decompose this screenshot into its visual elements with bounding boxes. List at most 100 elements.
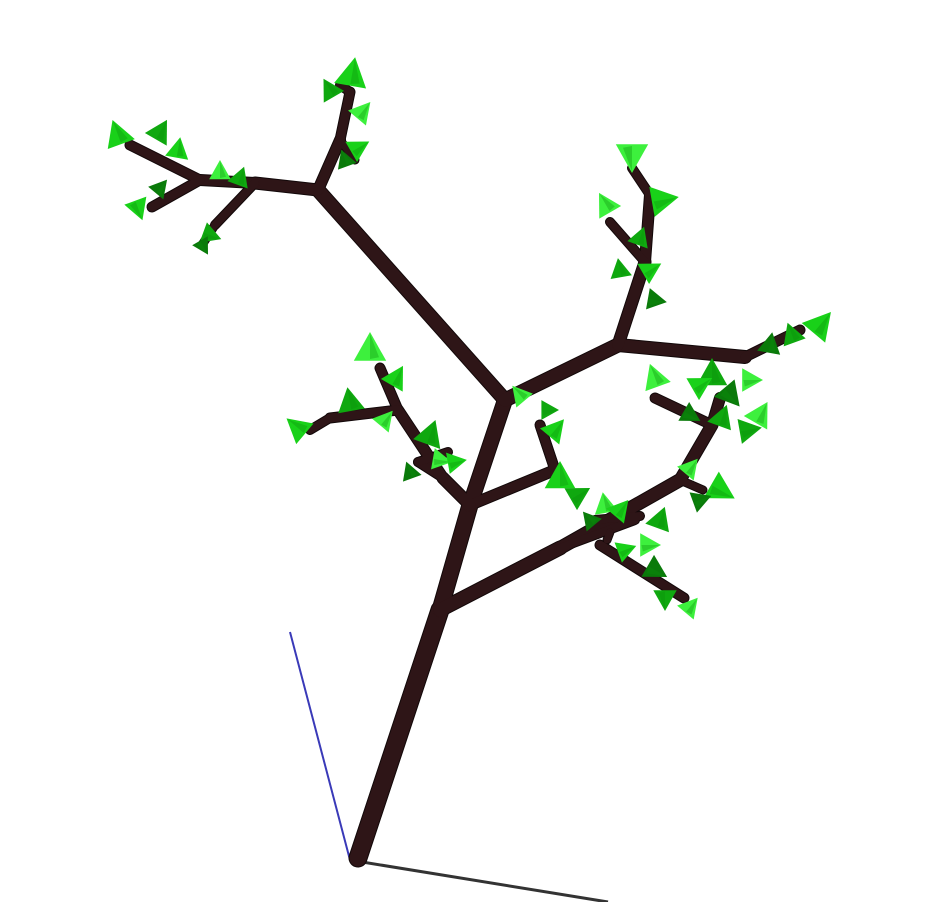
leaf — [606, 500, 629, 524]
leaf-shade — [113, 121, 128, 143]
leaf — [544, 461, 576, 489]
branch-segment — [595, 540, 689, 603]
leaf-shade — [814, 313, 830, 336]
leaf — [737, 419, 762, 444]
leaf-shade — [156, 180, 167, 195]
branch-segment — [463, 393, 512, 512]
branch-segment — [249, 177, 324, 196]
branch-segment — [313, 135, 345, 195]
branch-segment — [433, 541, 567, 617]
leaf — [640, 533, 661, 557]
leaf-shade — [694, 496, 711, 508]
leaf — [646, 288, 667, 310]
branch-segment — [465, 465, 560, 510]
leaf — [402, 461, 422, 482]
leaf-shade — [756, 403, 767, 424]
leaf — [199, 222, 222, 243]
leaf — [165, 137, 189, 160]
leaf-shade — [287, 419, 308, 433]
leaf-shade — [657, 508, 665, 528]
leaf — [742, 368, 763, 392]
branch-segment — [147, 175, 205, 212]
axes-gizmo — [289, 631, 609, 902]
leaf — [615, 144, 649, 173]
leaf — [582, 511, 602, 532]
leaf — [348, 102, 371, 126]
leaf-shade — [644, 264, 661, 279]
leaf — [677, 458, 698, 481]
leaf — [677, 597, 698, 620]
fractal-tree — [107, 57, 831, 868]
leaf — [713, 379, 740, 407]
leaf — [334, 57, 367, 89]
leaf — [678, 402, 701, 421]
leaf-shade — [650, 365, 665, 386]
x-axis-line — [349, 858, 609, 902]
leaf — [645, 363, 671, 392]
branch-segment — [311, 183, 512, 407]
leaf-shade — [649, 298, 666, 306]
branch-segment — [628, 164, 654, 199]
branch-segment — [375, 363, 403, 415]
branch-segment — [336, 81, 354, 96]
branch-segment — [606, 218, 649, 266]
leaf-shade — [615, 501, 628, 519]
leaf-shade — [623, 146, 632, 172]
leaf — [707, 404, 731, 431]
leaf — [413, 419, 441, 449]
z-axis-line — [289, 631, 351, 861]
leaf — [743, 402, 768, 430]
leaf — [645, 506, 669, 533]
branch-segment — [650, 393, 717, 430]
leaf — [345, 141, 370, 163]
leaf — [353, 332, 387, 361]
branch-segment — [535, 420, 560, 475]
leaf-shade — [599, 194, 615, 212]
branch-segment — [414, 448, 452, 466]
leaf — [703, 471, 735, 499]
leaf-shade — [350, 59, 360, 84]
leaf-shade — [352, 142, 369, 157]
leaf-shade — [324, 79, 339, 96]
leaf-shade — [220, 161, 226, 178]
leaf-shade — [449, 460, 466, 469]
leaf — [372, 410, 393, 433]
leaf-shade — [237, 167, 244, 185]
leaf — [614, 542, 637, 563]
leaf-shade — [653, 197, 678, 210]
leaf — [337, 149, 357, 170]
branch-segment — [349, 601, 449, 867]
branch-segment — [125, 140, 205, 185]
leaf-shade — [357, 103, 370, 121]
leaf — [144, 119, 167, 146]
leaf-shade — [196, 241, 208, 254]
branch-segment — [612, 256, 651, 351]
leaf — [323, 78, 345, 103]
leaf — [539, 419, 564, 445]
leaf — [209, 160, 231, 180]
leaf-shade — [646, 566, 666, 577]
leaf — [599, 192, 622, 219]
leaf-shade — [550, 420, 564, 439]
leaf-shade — [381, 411, 392, 428]
leaf — [446, 452, 467, 474]
leaf-shade — [693, 378, 711, 394]
leaf-shade — [571, 488, 589, 504]
leaf-shade — [602, 493, 613, 512]
leaf — [124, 196, 147, 221]
leaf-group — [107, 57, 831, 620]
branch-segment — [195, 175, 260, 188]
leaf-shade — [583, 512, 598, 525]
leaf-shade — [741, 427, 761, 438]
leaf — [757, 332, 781, 355]
branch-segment — [336, 136, 359, 164]
leaf-shade — [720, 389, 739, 406]
leaf-shade — [427, 421, 436, 444]
leaf-shade — [712, 359, 721, 384]
leaf-shade — [560, 462, 569, 487]
leaf-shade — [658, 591, 665, 610]
branch-segment — [335, 87, 355, 145]
leaf — [686, 378, 713, 401]
